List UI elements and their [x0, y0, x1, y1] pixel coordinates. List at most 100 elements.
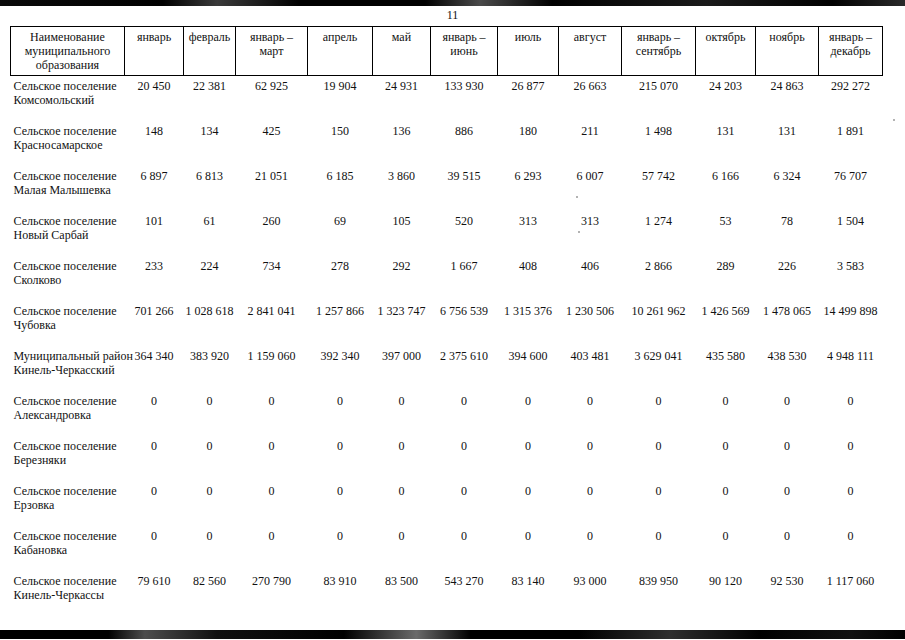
value-cell: 1 667 [431, 258, 498, 303]
value-cell: 313 [559, 213, 622, 258]
column-header-period: август [559, 27, 622, 76]
value-cell: 260 [236, 213, 308, 258]
value-cell: 292 [373, 258, 431, 303]
column-header-period: январь [125, 27, 184, 76]
value-cell: 0 [431, 393, 498, 438]
value-cell: 0 [184, 483, 236, 528]
value-cell: 4 948 111 [819, 348, 883, 393]
value-cell: 69 [308, 213, 373, 258]
value-cell: 0 [236, 393, 308, 438]
municipality-name: Муниципальный районКинель-Черкасский [11, 348, 125, 393]
value-cell: 83 910 [308, 573, 373, 618]
scan-speck [576, 196, 578, 198]
column-header-period: июль [498, 27, 559, 76]
value-cell: 233 [125, 258, 184, 303]
scan-speck [893, 119, 895, 121]
value-cell: 101 [125, 213, 184, 258]
value-cell: 0 [819, 528, 883, 573]
municipality-name: Сельское поселениеКабановка [11, 528, 125, 573]
value-cell: 6 293 [498, 168, 559, 213]
municipality-name: Сельское поселениеАлександровка [11, 393, 125, 438]
value-cell: 83 140 [498, 573, 559, 618]
value-cell: 39 515 [431, 168, 498, 213]
value-cell: 289 [696, 258, 756, 303]
value-cell: 278 [308, 258, 373, 303]
monthly-statistics-table: Наименование муниципального образованияя… [10, 26, 883, 618]
value-cell: 0 [819, 438, 883, 483]
value-cell: 0 [431, 438, 498, 483]
value-cell: 406 [559, 258, 622, 303]
value-cell: 313 [498, 213, 559, 258]
value-cell: 0 [125, 483, 184, 528]
table-row: Муниципальный районКинель-Черкасский364 … [11, 348, 883, 393]
value-cell: 520 [431, 213, 498, 258]
value-cell: 22 381 [184, 76, 236, 124]
value-cell: 14 499 898 [819, 303, 883, 348]
value-cell: 1 478 065 [756, 303, 819, 348]
value-cell: 0 [308, 528, 373, 573]
value-cell: 0 [696, 528, 756, 573]
value-cell: 0 [622, 393, 696, 438]
value-cell: 215 070 [622, 76, 696, 124]
value-cell: 2 375 610 [431, 348, 498, 393]
value-cell: 211 [559, 123, 622, 168]
value-cell: 0 [756, 393, 819, 438]
value-cell: 1 426 569 [696, 303, 756, 348]
value-cell: 383 920 [184, 348, 236, 393]
value-cell: 79 610 [125, 573, 184, 618]
value-cell: 0 [236, 483, 308, 528]
value-cell: 435 580 [696, 348, 756, 393]
column-header-period: май [373, 27, 431, 76]
value-cell: 0 [308, 438, 373, 483]
value-cell: 0 [756, 438, 819, 483]
table-row: Сельское поселениеАлександровка000000000… [11, 393, 883, 438]
value-cell: 0 [184, 528, 236, 573]
value-cell: 90 120 [696, 573, 756, 618]
scan-edge-bar-top [0, 0, 905, 6]
value-cell: 6 185 [308, 168, 373, 213]
value-cell: 0 [819, 393, 883, 438]
value-cell: 0 [622, 438, 696, 483]
value-cell: 6 756 539 [431, 303, 498, 348]
table-row: Сельское поселениеБерезняки000000000000 [11, 438, 883, 483]
value-cell: 24 203 [696, 76, 756, 124]
value-cell: 20 450 [125, 76, 184, 124]
table-body: Сельское поселениеКомсомольский20 45022 … [11, 76, 883, 619]
value-cell: 224 [184, 258, 236, 303]
table-row: Сельское поселениеКомсомольский20 45022 … [11, 76, 883, 124]
value-cell: 78 [756, 213, 819, 258]
value-cell: 0 [559, 393, 622, 438]
table-header: Наименование муниципального образованияя… [11, 27, 883, 76]
value-cell: 701 266 [125, 303, 184, 348]
value-cell: 0 [184, 438, 236, 483]
value-cell: 1 504 [819, 213, 883, 258]
page-number: 11 [0, 8, 905, 22]
value-cell: 134 [184, 123, 236, 168]
value-cell: 0 [431, 483, 498, 528]
municipality-name: Сельское поселениеКинель-Черкассы [11, 573, 125, 618]
value-cell: 0 [498, 528, 559, 573]
table-row: Сельское поселениеЕрзовка000000000000 [11, 483, 883, 528]
table-row: Сельское поселениеКрасносамарское1481344… [11, 123, 883, 168]
value-cell: 24 863 [756, 76, 819, 124]
value-cell: 136 [373, 123, 431, 168]
value-cell: 734 [236, 258, 308, 303]
header-row: Наименование муниципального образованияя… [11, 27, 883, 76]
value-cell: 0 [559, 438, 622, 483]
value-cell: 1 891 [819, 123, 883, 168]
value-cell: 6 166 [696, 168, 756, 213]
value-cell: 0 [125, 438, 184, 483]
value-cell: 0 [498, 483, 559, 528]
value-cell: 364 340 [125, 348, 184, 393]
value-cell: 2 866 [622, 258, 696, 303]
value-cell: 0 [125, 393, 184, 438]
column-header-period: январь – декабрь [819, 27, 883, 76]
value-cell: 438 530 [756, 348, 819, 393]
value-cell: 0 [498, 393, 559, 438]
value-cell: 133 930 [431, 76, 498, 124]
value-cell: 3 583 [819, 258, 883, 303]
municipality-name: Сельское поселениеКрасносамарское [11, 123, 125, 168]
value-cell: 10 261 962 [622, 303, 696, 348]
value-cell: 0 [756, 483, 819, 528]
value-cell: 83 500 [373, 573, 431, 618]
